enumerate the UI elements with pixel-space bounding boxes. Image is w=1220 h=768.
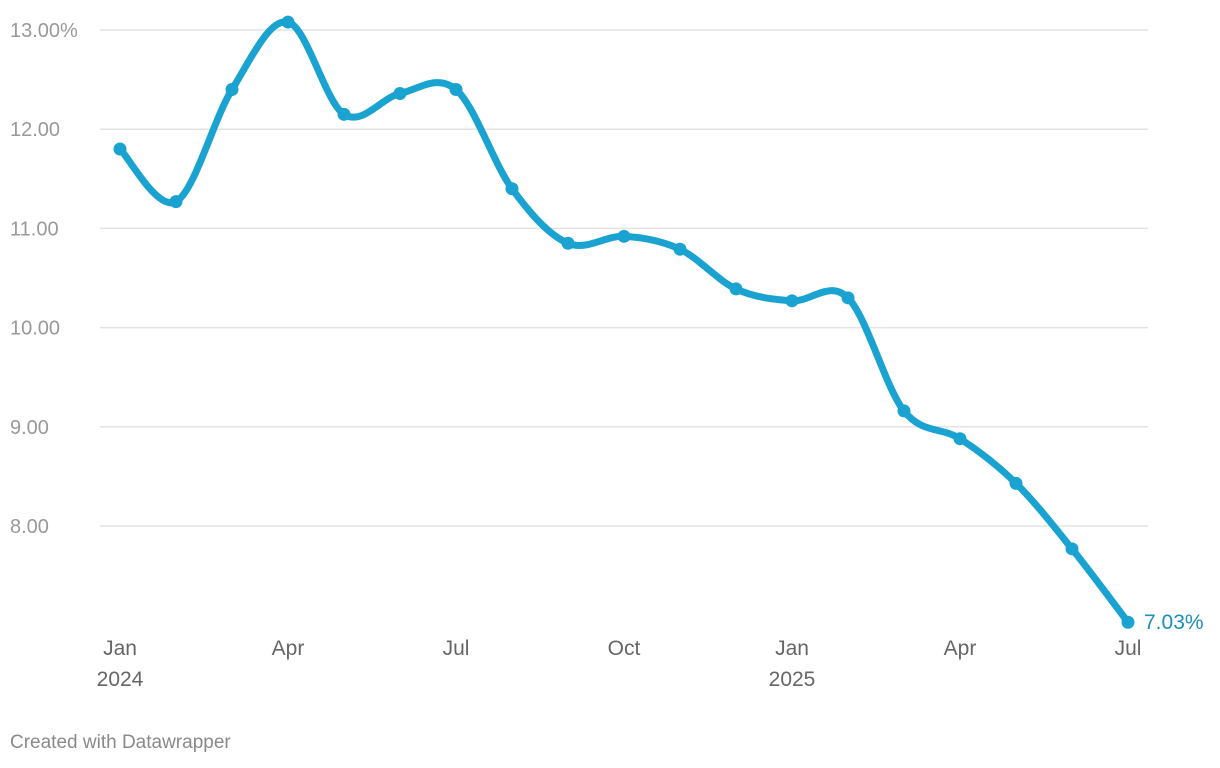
- data-point: [673, 242, 687, 256]
- y-tick-label: 13.00%: [10, 20, 78, 42]
- x-tick-label: Apr: [272, 637, 305, 660]
- annotations: 7.03%: [1144, 611, 1204, 634]
- y-tick-label: 12.00: [10, 119, 60, 141]
- x-tick-label: Jan: [103, 637, 137, 660]
- data-point: [225, 83, 239, 97]
- y-tick-label: 11.00: [10, 218, 59, 240]
- data-point: [1121, 615, 1135, 629]
- data-point: [1009, 476, 1023, 490]
- data-point: [841, 291, 855, 305]
- data-point: [169, 195, 183, 209]
- y-tick-label: 8.00: [10, 516, 49, 538]
- end-value-label: 7.03%: [1144, 611, 1204, 634]
- y-gridlines: [100, 29, 1148, 527]
- data-point: [449, 83, 463, 97]
- data-point: [281, 15, 295, 29]
- data-point: [337, 107, 351, 121]
- y-tick-label: 9.00: [10, 417, 49, 439]
- data-point: [505, 182, 519, 196]
- x-tick-label: Jan: [775, 637, 809, 660]
- credit-text: Created with Datawrapper: [10, 732, 231, 753]
- data-point: [113, 142, 127, 156]
- data-points: [113, 15, 1135, 629]
- x-tick-label: Jul: [1115, 637, 1142, 660]
- y-tick-label: 10.00: [10, 318, 60, 340]
- data-point: [953, 432, 967, 446]
- data-point: [785, 294, 799, 308]
- x-axis-tick-labels: Jan 2024 Apr Jul Oct Jan 2025 Apr Jul: [97, 637, 1142, 691]
- data-point: [617, 229, 631, 243]
- x-tick-sublabel: 2025: [769, 668, 816, 691]
- series-layer: [116, 18, 1132, 626]
- y-axis-tick-labels: 13.00% 12.00 11.00 10.00 9.00 8.00: [10, 20, 78, 538]
- data-point: [393, 86, 407, 100]
- x-tick-label: Oct: [608, 637, 641, 660]
- data-point: [897, 404, 911, 418]
- x-tick-label: Apr: [944, 637, 977, 660]
- data-point: [561, 236, 575, 250]
- x-tick-sublabel: 2024: [97, 668, 144, 691]
- data-point: [729, 282, 743, 296]
- x-tick-label: Jul: [443, 637, 470, 660]
- series-line: [116, 18, 1132, 626]
- data-point: [1065, 542, 1079, 556]
